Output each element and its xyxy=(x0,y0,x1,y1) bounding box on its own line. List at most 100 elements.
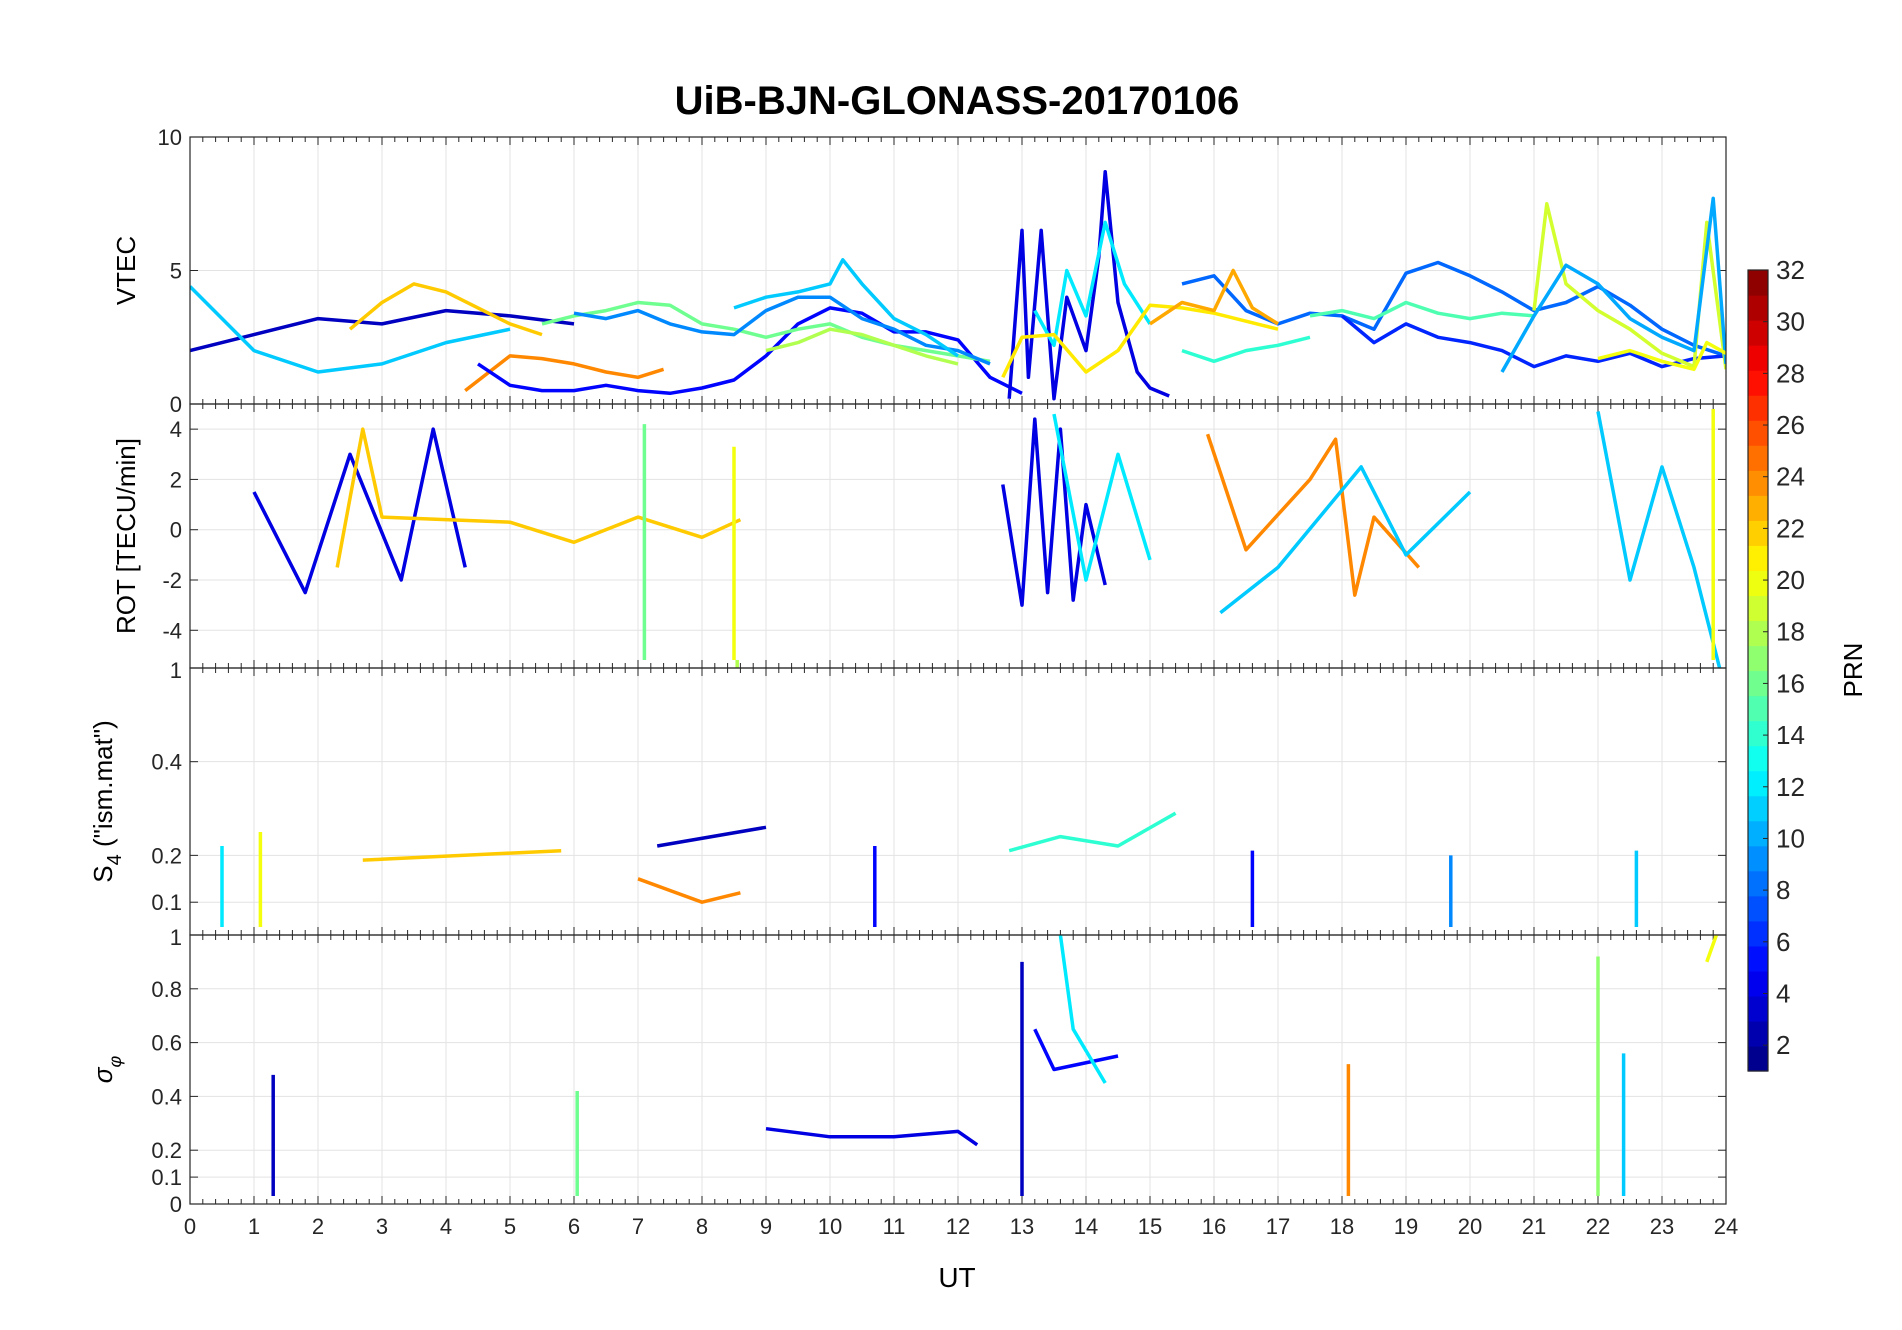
series-line-prn-14 xyxy=(1181,335,1311,364)
ytick-label: 0.1 xyxy=(151,1165,182,1190)
colorbar-tick-label: 16 xyxy=(1776,668,1805,698)
ytick-label: 0 xyxy=(170,518,182,543)
y-axis-label: ROT [TECU/min] xyxy=(111,438,141,634)
colorbar-swatch xyxy=(1748,745,1768,772)
colorbar-tick-label: 22 xyxy=(1776,513,1805,543)
series-line-prn-23 xyxy=(1149,268,1279,326)
series-group xyxy=(252,409,1722,668)
colorbar-swatch xyxy=(1748,270,1768,296)
panel-vtec: 0 5 10 VTEC xyxy=(111,125,1727,417)
xtick-label: 17 xyxy=(1266,1214,1290,1239)
colorbar-swatch xyxy=(1748,995,1768,1022)
xtick-label: 7 xyxy=(632,1214,644,1239)
colorbar-tick-label: 10 xyxy=(1776,823,1805,853)
ytick-label: 0.2 xyxy=(151,1138,182,1163)
ytick-label: 0.8 xyxy=(151,977,182,1002)
colorbar-tick-label: 2 xyxy=(1776,1030,1790,1060)
xtick-label: 23 xyxy=(1650,1214,1674,1239)
colorbar-swatch xyxy=(1748,1045,1768,1072)
ytick-label: 2 xyxy=(170,467,182,492)
series-line-prn-12 xyxy=(1058,935,1107,1084)
y-axis-label: VTEC xyxy=(111,236,141,305)
ytick-label: 0 xyxy=(170,392,182,417)
colorbar-swatch xyxy=(1748,1020,1768,1047)
colorbar-swatch xyxy=(1748,420,1768,446)
series-line-prn-4 xyxy=(252,427,467,595)
colorbar-tick-label: 14 xyxy=(1776,720,1805,750)
series-line-prn-14 xyxy=(1008,811,1177,853)
series-line-prn-3 xyxy=(656,825,767,848)
xtick-label: 19 xyxy=(1394,1214,1418,1239)
series-line-prn-4 xyxy=(1001,417,1107,607)
colorbar-swatch xyxy=(1748,720,1768,747)
colorbar-swatch xyxy=(1748,820,1768,847)
colorbar-swatch xyxy=(1748,495,1768,521)
colorbar-swatch xyxy=(1748,345,1768,371)
ytick-label: 5 xyxy=(170,259,182,284)
colorbar-swatch xyxy=(1748,695,1768,722)
series-line-prn-20 xyxy=(1705,935,1719,963)
xtick-label: 11 xyxy=(883,1214,906,1239)
series-line-prn-5 xyxy=(477,306,1023,396)
colorbar-swatch xyxy=(1748,620,1768,647)
colorbar-tick-label: 32 xyxy=(1776,255,1805,285)
series-line-prn-24 xyxy=(1205,433,1421,597)
colorbar-swatch xyxy=(1748,645,1768,672)
chart-title: UiB-BJN-GLONASS-20170106 xyxy=(675,79,1240,123)
xtick-label: 8 xyxy=(696,1214,708,1239)
colorbar-swatch xyxy=(1748,470,1768,496)
ytick-label: 0.4 xyxy=(151,750,182,775)
series-group xyxy=(271,935,1719,1196)
y-axis-label: S4 ("ism.mat") xyxy=(88,720,126,882)
colorbar-swatch xyxy=(1748,570,1768,597)
series-line-prn-21 xyxy=(1001,303,1279,379)
series-line-prn-20 xyxy=(1597,340,1726,372)
panel-rot: -4 -2 0 2 4 ROT [TECU/min] xyxy=(111,403,1727,669)
ytick-label: 0.1 xyxy=(151,890,182,915)
colorbar-swatch xyxy=(1748,370,1768,396)
series-group xyxy=(190,169,1726,401)
xtick-label: 2 xyxy=(312,1214,324,1239)
ytick-label: 0 xyxy=(170,1192,182,1217)
xtick-label: 5 xyxy=(504,1214,516,1239)
ytick-label: 1 xyxy=(170,658,182,683)
xtick-label: 3 xyxy=(376,1214,388,1239)
colorbar-tick-label: 26 xyxy=(1776,410,1805,440)
xtick-label: 1 xyxy=(248,1214,260,1239)
y-axis-label: σφ xyxy=(88,1056,125,1084)
xtick-label: 16 xyxy=(1202,1214,1226,1239)
xtick-label: 4 xyxy=(440,1214,452,1239)
series-group xyxy=(220,811,1639,927)
colorbar-tick-label: 8 xyxy=(1776,875,1790,905)
colorbar-tick-label: 30 xyxy=(1776,307,1805,337)
xtick-label: 21 xyxy=(1522,1214,1546,1239)
colorbar-swatch xyxy=(1748,295,1768,321)
colorbar-tick-label: 6 xyxy=(1776,927,1790,957)
series-line-prn-12 xyxy=(1052,413,1152,582)
series-line-prn-24 xyxy=(637,877,741,904)
xtick-label: 0 xyxy=(184,1214,196,1239)
xtick-label: 15 xyxy=(1138,1214,1162,1239)
ytick-label: -4 xyxy=(162,618,182,643)
series-line-prn-18 xyxy=(765,327,959,366)
xtick-label: 6 xyxy=(568,1214,580,1239)
ytick-label: 0.4 xyxy=(151,1084,182,1109)
xtick-label: 12 xyxy=(946,1214,970,1239)
colorbar-swatch xyxy=(1748,395,1768,421)
series-line-prn-5 xyxy=(1033,1028,1119,1072)
series-line-prn-19 xyxy=(1532,202,1726,370)
series-line-prn-10 xyxy=(1500,196,1726,373)
series-line-prn-9 xyxy=(573,295,991,366)
colorbar-tick-label: 24 xyxy=(1776,462,1805,492)
series-line-prn-16 xyxy=(541,300,991,364)
series-line-prn-15 xyxy=(1309,300,1535,321)
colorbar-swatch xyxy=(1748,845,1768,872)
colorbar-tick-label: 18 xyxy=(1776,617,1805,647)
xtick-label: 18 xyxy=(1330,1214,1354,1239)
series-line-prn-24 xyxy=(464,354,665,392)
colorbar-swatch xyxy=(1748,670,1768,697)
series-line-prn-22 xyxy=(362,848,562,862)
series-line-prn-11 xyxy=(1219,465,1472,615)
